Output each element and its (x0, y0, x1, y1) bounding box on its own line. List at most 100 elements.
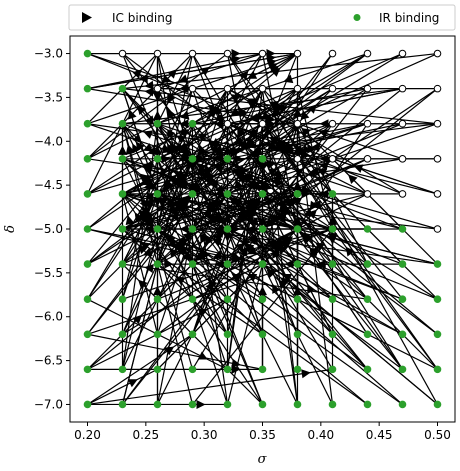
legend-box (68, 4, 456, 31)
x-axis: 0.20 0.25 0.30 0.35 0.40 0.45 0.50 (74, 422, 451, 442)
legend-ir-marker (353, 14, 361, 21)
ir-point (188, 260, 197, 268)
ir-point (153, 260, 162, 268)
arrow-head (138, 279, 148, 290)
arrow-shaft (122, 52, 438, 195)
ir-point (118, 330, 127, 339)
ir-point (188, 119, 197, 128)
ir-point (153, 295, 162, 303)
arrow-head (142, 247, 153, 256)
arrow-head (280, 241, 291, 250)
arrow-head (319, 189, 329, 199)
arrow-head (144, 264, 154, 273)
ir-point (223, 400, 232, 409)
ir-point (83, 365, 92, 374)
arrow-shaft (192, 88, 263, 125)
ir-point (118, 260, 127, 268)
arrow-shaft (122, 193, 368, 370)
arrow-head (167, 108, 176, 119)
arrow-shaft (157, 193, 403, 335)
open-point (363, 155, 372, 163)
ir-point (188, 330, 197, 339)
ir-point (258, 400, 267, 409)
open-point (433, 84, 442, 93)
y-axis: −3.0 −3.5 −4.0 −4.5 −5.0 −5.5 −6.0 −6.5 −7.0 (34, 47, 70, 411)
arrow-head (245, 208, 256, 217)
arrow-head (345, 246, 355, 257)
ir-point (293, 365, 302, 374)
arrow-head (125, 145, 135, 155)
arrow-shaft (122, 53, 368, 195)
ir-point (328, 190, 337, 198)
arrow-shaft (191, 228, 264, 405)
ir-point (363, 295, 372, 303)
arrow-head (179, 84, 189, 94)
arrow-shaft (262, 123, 438, 300)
x-tick-label: 0.35 (249, 428, 276, 442)
arrow-head (139, 173, 149, 183)
ir-point (433, 295, 442, 303)
arrow-head (144, 192, 154, 202)
ir-point (363, 330, 372, 339)
ir-point (223, 260, 232, 268)
ir-point (188, 155, 197, 163)
open-point (433, 49, 442, 58)
ir-point (398, 330, 407, 339)
arrow-shaft (87, 52, 298, 90)
arrow-head (143, 130, 154, 139)
ir-point (328, 295, 337, 303)
y-tick-label: −6.5 (34, 354, 63, 368)
ir-point (258, 365, 267, 374)
open-point (433, 155, 442, 163)
y-tick-label: −6.0 (34, 310, 63, 324)
arrow-head (136, 105, 147, 115)
ir-point (223, 330, 232, 339)
arrow-head (239, 107, 248, 118)
arrow-head (178, 197, 189, 206)
open-point (433, 190, 442, 198)
ir-point (258, 260, 267, 268)
ir-point (398, 225, 407, 233)
arrow-head (261, 110, 271, 120)
ir-point (153, 155, 162, 163)
arrow-shaft (297, 123, 403, 160)
x-axis-label: σ (258, 452, 268, 467)
y-axis-label: δ (3, 225, 18, 233)
ir-point (223, 190, 232, 198)
ir-point (398, 365, 407, 374)
open-point (398, 190, 407, 198)
arrow-head (199, 249, 209, 260)
arrow-head (176, 135, 187, 145)
ir-point (118, 400, 127, 409)
arrow-head (282, 236, 293, 245)
arrow-head (248, 129, 259, 138)
arrow-head (142, 177, 153, 186)
arrow-head (214, 184, 224, 194)
arrow-shaft (122, 158, 368, 265)
open-point (363, 119, 372, 128)
ir-point (153, 190, 162, 198)
arrow-head (214, 119, 224, 129)
arrow-head (169, 247, 179, 258)
arrow-shaft (192, 158, 438, 230)
ir-point (293, 190, 302, 198)
arrow-head (178, 74, 189, 84)
arrow-shaft (261, 88, 439, 405)
ir-point (328, 365, 337, 374)
arrow-head (134, 212, 144, 223)
arrow-head (143, 200, 154, 210)
y-tick-label: −3.5 (34, 90, 63, 104)
arrow-head (143, 214, 154, 224)
arrow-head (208, 139, 218, 149)
arrow-head (144, 224, 154, 234)
open-point (363, 84, 372, 93)
ir-point (188, 295, 197, 303)
legend-ir-label: IR binding (379, 11, 439, 25)
ir-point (328, 260, 337, 268)
open-point (188, 84, 197, 93)
ir-point (433, 260, 442, 268)
x-tick-label: 0.20 (74, 428, 101, 442)
arrow-head (141, 209, 152, 219)
arrow-head (200, 66, 210, 76)
arrow-head (132, 143, 141, 154)
